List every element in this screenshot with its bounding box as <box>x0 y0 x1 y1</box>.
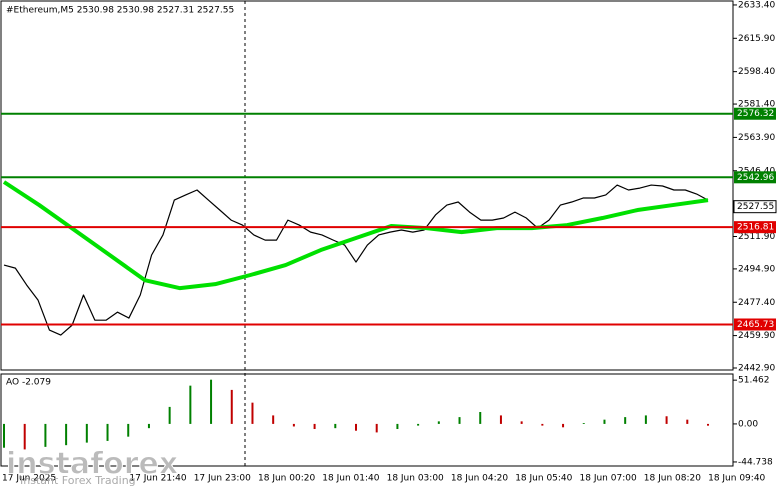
level-label: 2516.81 <box>737 223 774 233</box>
level-label-box <box>734 107 776 120</box>
ao-bar <box>313 423 316 430</box>
ao-bar <box>3 423 5 448</box>
watermark-brand: instaforex <box>6 447 178 482</box>
level-label: 2542.96 <box>737 173 774 183</box>
ao-bar <box>65 423 68 446</box>
y-tick-label: 2615.90 <box>738 34 775 44</box>
ao-bar <box>520 421 523 424</box>
y-tick-label: 2477.40 <box>738 298 775 308</box>
ao-bar <box>147 423 150 429</box>
ao-bar <box>127 423 130 437</box>
ao-bar <box>23 423 26 450</box>
ao-title: AO -2.079 <box>6 378 51 388</box>
y-tick-label: -44.738 <box>738 457 773 467</box>
y-tick-label: 2563.90 <box>738 133 775 143</box>
ao-bar <box>417 423 420 426</box>
level-label-box <box>734 221 776 234</box>
chart-title: #Ethereum,M5 2530.98 2530.98 2527.31 252… <box>6 6 234 16</box>
ao-frame <box>0 373 734 467</box>
y-tick-label: 2633.40 <box>738 0 775 10</box>
current-price-box <box>733 200 777 214</box>
ao-bar <box>210 379 213 424</box>
ao-bar <box>44 423 47 447</box>
y-tick-label: 2459.90 <box>738 331 775 341</box>
x-tick-label: 18 Jun 04:20 <box>451 474 508 484</box>
x-tick-label: 17 Jun 23:00 <box>194 474 251 484</box>
level-label: 2576.32 <box>737 109 774 119</box>
ao-bar <box>686 419 689 424</box>
y-tick-label: 2494.90 <box>738 264 775 274</box>
ao-bar <box>230 389 233 424</box>
y-tick-label: 51.462 <box>738 376 770 386</box>
ao-bar <box>582 423 585 424</box>
ao-bar <box>189 385 192 424</box>
ao-bar <box>437 421 440 424</box>
x-tick-label: 18 Jun 05:40 <box>515 474 572 484</box>
ao-bar <box>458 417 461 424</box>
x-tick-label: 17 Jun 2025 <box>2 474 56 484</box>
y-tick-label: 2581.40 <box>738 100 775 110</box>
x-tick-label: 17 Jun 21:40 <box>129 474 186 484</box>
ao-bar <box>106 423 109 441</box>
ao-bar <box>355 423 357 431</box>
ao-bar <box>665 416 668 424</box>
ao-bar <box>272 415 275 424</box>
ao-bar <box>562 423 565 428</box>
y-tick-label: 2546.40 <box>738 166 775 176</box>
ao-bar <box>168 406 171 424</box>
current-price-label: 2527.55 <box>737 202 774 212</box>
ao-bar <box>541 423 544 426</box>
level-label-box <box>734 318 776 331</box>
x-tick-label: 18 Jun 08:20 <box>644 474 701 484</box>
level-label: 2465.73 <box>737 320 774 330</box>
ao-bar <box>251 402 254 424</box>
ao-bar <box>499 415 502 424</box>
x-tick-label: 18 Jun 03:00 <box>387 474 444 484</box>
price-frame <box>0 0 734 371</box>
ao-bar <box>603 419 606 424</box>
ao-bar <box>479 412 482 424</box>
y-tick-label: 2598.40 <box>738 67 775 77</box>
ao-bar <box>375 423 378 433</box>
level-label-box <box>734 171 776 184</box>
x-tick-label: 18 Jun 00:20 <box>258 474 315 484</box>
x-tick-label: 18 Jun 09:40 <box>708 474 765 484</box>
ao-bar <box>644 415 647 424</box>
watermark-tagline: Instant Forex Trading <box>20 474 136 487</box>
ao-bar <box>707 423 709 426</box>
x-tick-label: 18 Jun 01:40 <box>322 474 379 484</box>
ao-bar <box>334 423 337 429</box>
y-tick-label: 2511.90 <box>738 232 775 242</box>
x-tick-label: 18 Jun 07:00 <box>580 474 637 484</box>
ao-bar <box>292 423 295 427</box>
ao-bar <box>85 423 88 443</box>
y-tick-label: 2442.90 <box>738 363 775 373</box>
ao-bar <box>624 417 627 424</box>
y-tick-label: 0.00 <box>738 419 758 429</box>
ao-bar <box>396 423 399 430</box>
price-line <box>3 184 709 336</box>
ma-line <box>2 180 709 291</box>
